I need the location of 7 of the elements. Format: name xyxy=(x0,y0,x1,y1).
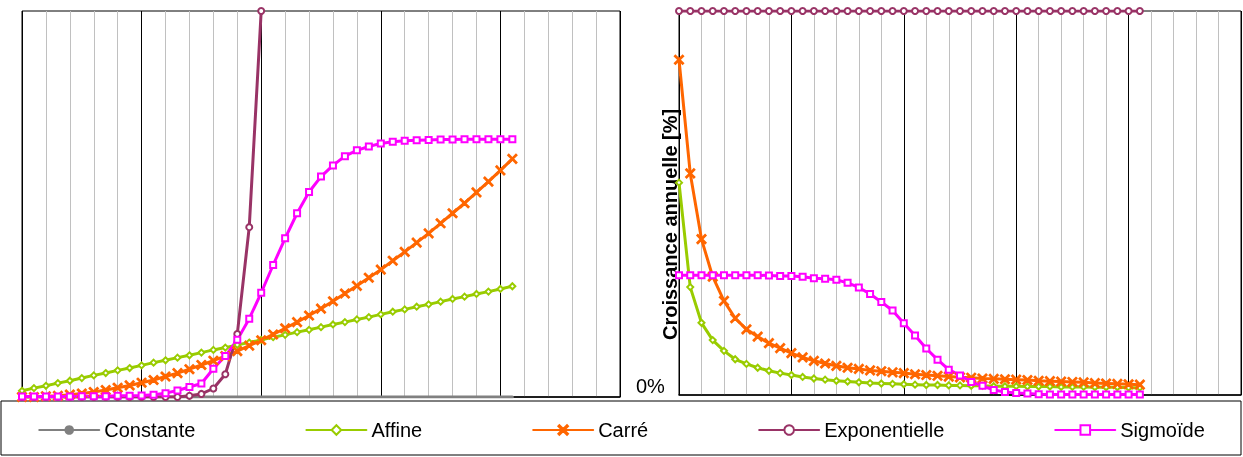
legend-label: Carré xyxy=(598,419,649,441)
y-axis-title: Croissance annuelle [%] xyxy=(659,108,681,340)
text: 0% xyxy=(636,375,666,397)
legend-label: Exponentielle xyxy=(824,419,945,441)
legend-label: Constante xyxy=(104,419,196,441)
legend-label: Sigmoïde xyxy=(1120,419,1205,441)
legend-label: Affine xyxy=(371,419,423,441)
